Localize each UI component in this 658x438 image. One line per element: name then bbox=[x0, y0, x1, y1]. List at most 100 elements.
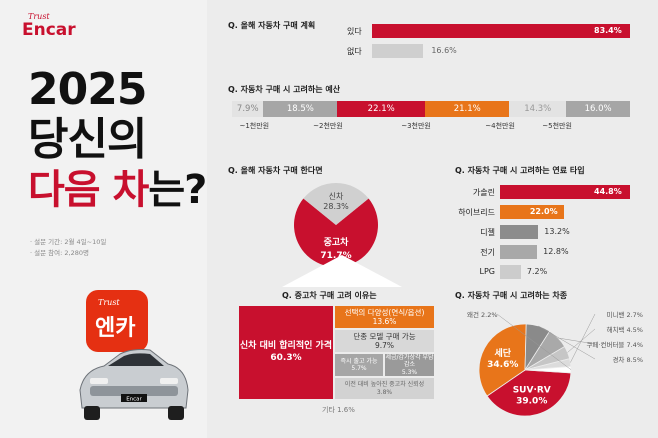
budget-value: 14.3% bbox=[524, 104, 552, 114]
car-type-outer-label: 해치백 4.5% bbox=[606, 325, 643, 334]
car-type-outer-label: 왜건 2.2% bbox=[467, 310, 498, 319]
reason-label: 세금/감가상각 부담 감소 bbox=[385, 353, 434, 369]
car-type-leader bbox=[558, 337, 596, 345]
reason-value: 5.3% bbox=[401, 368, 418, 376]
purchase-plan-label: 있다 bbox=[347, 27, 362, 36]
car-plate: Encar bbox=[126, 397, 142, 403]
reason-tile: 즉시 출고 가능 5.7% bbox=[334, 353, 384, 377]
fuel-type-label: 하이브리드 bbox=[458, 208, 495, 217]
purchase-plan-bar bbox=[372, 24, 630, 38]
reason-value: 3.8% bbox=[376, 388, 393, 396]
car-type-value: 39.0% bbox=[516, 396, 547, 406]
car-type-outer-label: 쿠페·컨버터블 7.4% bbox=[586, 340, 643, 349]
budget-value: 16.0% bbox=[584, 104, 612, 114]
fuel-type-value: 13.2% bbox=[544, 227, 570, 236]
reason-other: 기타 1.6% bbox=[322, 406, 355, 414]
fuel-type-value: 12.8% bbox=[543, 247, 569, 256]
fuel-type-label: 전기 bbox=[480, 248, 495, 257]
reason-value: 9.7% bbox=[374, 341, 395, 350]
pie-slice-new-car bbox=[303, 183, 369, 225]
budget-segment bbox=[232, 101, 264, 117]
chart-5-title: Q. 중고차 구매 고려 이유는 bbox=[282, 291, 377, 300]
fuel-type-bar bbox=[500, 185, 630, 199]
fuel-type-label: LPG bbox=[479, 267, 495, 276]
chart-5-connector bbox=[282, 255, 402, 287]
reason-label: 즉시 출고 가능 bbox=[340, 357, 378, 365]
encar-app-icon: Trust 엔카 bbox=[86, 290, 148, 352]
brand-tagline: Trust bbox=[28, 12, 50, 21]
reason-value: 60.3% bbox=[270, 352, 302, 363]
reason-label: 이전 대비 높아진 중고차 신뢰성 bbox=[344, 381, 425, 388]
budget-value: 18.5% bbox=[286, 104, 314, 114]
reason-tile: 세금/감가상각 부담 감소 5.3% bbox=[384, 353, 435, 377]
reason-tile: 신차 대비 합리적인 가격 60.3% bbox=[238, 305, 334, 400]
pie-label-used-car: 중고차 bbox=[324, 236, 350, 248]
fuel-type-bar bbox=[500, 225, 539, 239]
fuel-type-bar bbox=[500, 205, 564, 219]
budget-segment bbox=[337, 101, 426, 117]
reason-label: 단종 모델 구매 가능 bbox=[353, 331, 416, 341]
fuel-type-label: 가솔린 bbox=[472, 188, 495, 197]
reason-label: 선택의 다양성(연식/옵션) bbox=[344, 307, 425, 317]
reason-tile: 단종 모델 구매 가능 9.7% bbox=[334, 329, 435, 353]
hero-line-3: 다음 차는? bbox=[28, 167, 207, 213]
fuel-type-value: 7.2% bbox=[526, 267, 548, 276]
car-type-slice bbox=[478, 323, 527, 397]
budget-tick-label: ~2천만원 bbox=[313, 122, 343, 130]
reason-tile: 선택의 다양성(연식/옵션) 13.6% bbox=[334, 305, 435, 329]
purchase-plan-label: 없다 bbox=[347, 47, 362, 56]
survey-participants: · 설문 참여: 2,280명 bbox=[30, 249, 89, 257]
hero-line-2: 당신의 bbox=[28, 114, 147, 165]
budget-value: 7.9% bbox=[236, 104, 259, 114]
purchase-plan-value: 83.4% bbox=[594, 26, 622, 35]
budget-tick-label: ~1천만원 bbox=[239, 122, 270, 130]
budget-segment bbox=[509, 101, 567, 117]
car-type-value: 34.6% bbox=[487, 360, 518, 370]
chart-2-title: Q. 자동차 구매 시 고려하는 예산 bbox=[228, 85, 341, 94]
reason-tile: 이전 대비 높아진 중고차 신뢰성 3.8% bbox=[334, 377, 435, 400]
fuel-type-bar bbox=[500, 265, 521, 279]
app-icon-tagline: Trust bbox=[98, 298, 120, 307]
car-type-leader bbox=[496, 313, 572, 370]
car-type-leader bbox=[567, 328, 596, 353]
budget-value: 21.1% bbox=[453, 104, 481, 114]
chart-4-title: Q. 자동차 구매 시 고려하는 연료 타입 bbox=[455, 166, 585, 175]
purchase-plan-value: 16.6% bbox=[431, 46, 457, 55]
hero-highlight: 다음 차 bbox=[28, 167, 149, 213]
fuel-type-label: 디젤 bbox=[480, 228, 495, 237]
car-type-outer-label: 경차 8.5% bbox=[612, 355, 643, 364]
car-type-slice bbox=[486, 369, 572, 417]
chart-1-title: Q. 올해 자동차 구매 계획 bbox=[228, 21, 316, 30]
reason-value: 5.7% bbox=[351, 365, 367, 372]
fuel-type-value: 22.0% bbox=[529, 207, 558, 216]
brand-logo: Encar bbox=[22, 20, 76, 40]
hero-year: 2025 bbox=[28, 64, 147, 115]
pie-label-new-car: 신차 bbox=[329, 192, 344, 201]
reason-value: 13.6% bbox=[372, 317, 397, 326]
budget-value: 22.1% bbox=[367, 104, 395, 114]
chart-6-title: Q. 자동차 구매 시 고려하는 차종 bbox=[455, 291, 568, 300]
pie-value-used-car: 71.7% bbox=[320, 251, 351, 261]
budget-tick-label: ~5천만원 bbox=[542, 122, 572, 130]
budget-tick-label: ~3천만원 bbox=[401, 122, 431, 130]
pie-value-new-car: 28.3% bbox=[323, 202, 349, 211]
reason-label: 신차 대비 합리적인 가격 bbox=[239, 341, 333, 352]
chart-3-title: Q. 올해 자동차 구매 한다면 bbox=[228, 166, 323, 175]
car-illustration: Encar bbox=[79, 349, 189, 420]
fuel-type-value: 44.8% bbox=[594, 187, 622, 196]
budget-segment bbox=[263, 101, 338, 117]
car-type-label: SUV·RV bbox=[513, 385, 551, 395]
left-panel: Trust Encar 2025 당신의 다음 차는? · 설문 기간: 2월 … bbox=[0, 0, 207, 438]
hero-suffix: 는? bbox=[148, 167, 207, 213]
budget-tick-label: ~4천만원 bbox=[485, 122, 515, 130]
app-icon-label: 엔카 bbox=[95, 316, 136, 341]
car-type-label: 세단 bbox=[494, 347, 511, 359]
car-type-outer-label: 미니밴 2.7% bbox=[606, 310, 643, 319]
fuel-type-bar bbox=[500, 245, 538, 259]
survey-period: · 설문 기간: 2월 4일~10일 bbox=[30, 238, 107, 246]
car-type-leader bbox=[570, 313, 596, 363]
purchase-plan-bar bbox=[372, 44, 424, 58]
car-type-leader bbox=[538, 325, 596, 360]
